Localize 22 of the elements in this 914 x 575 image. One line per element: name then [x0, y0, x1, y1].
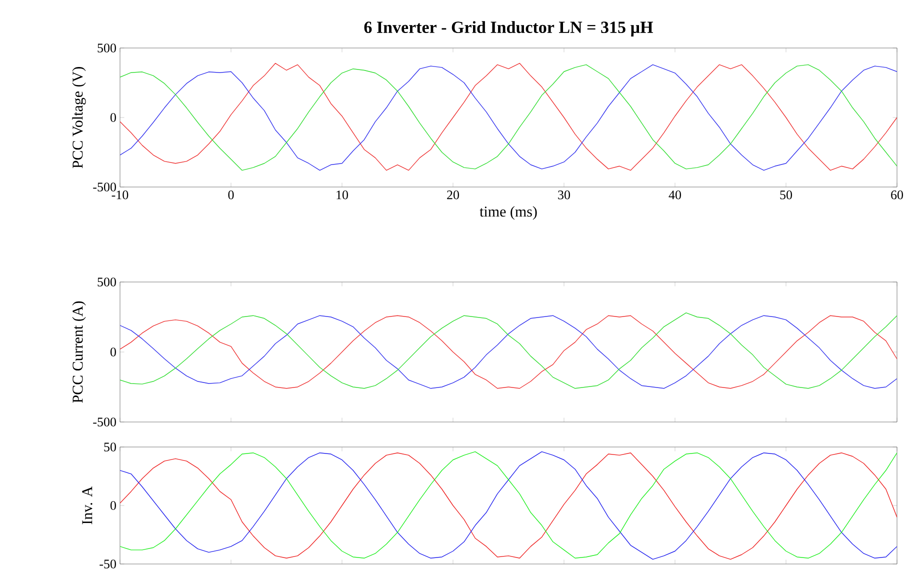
x-tick-label: 30 [558, 190, 570, 200]
y-axis-title: PCC Voltage (V) [72, 67, 86, 168]
y-tick-label: 0 [110, 501, 116, 510]
y-tick-label: 500 [98, 44, 116, 52]
x-tick-label: 0 [228, 190, 234, 200]
y-tick-label: 50 [104, 442, 116, 452]
x-tick-label: 60 [891, 190, 904, 200]
x-tick-label: 40 [668, 190, 681, 200]
y-axis-title: PCC Current (A) [72, 301, 86, 403]
y-tick-label: 500 [98, 278, 116, 286]
x-tick-label: 10 [336, 190, 348, 200]
y-tick-label: 0 [110, 348, 116, 356]
x-tick-label: -10 [112, 190, 128, 200]
chart-title: 6 Inverter - Grid Inductor LN = 315 µH [364, 21, 653, 36]
y-tick-label: -500 [93, 182, 116, 192]
y-tick-label: -50 [100, 560, 116, 568]
x-axis-title: time (ms) [480, 206, 537, 220]
y-tick-label: 0 [110, 113, 116, 122]
x-tick-label: 50 [780, 190, 792, 200]
y-axis-title: Inv. A [82, 486, 92, 524]
x-tick-label: 20 [447, 190, 459, 200]
y-tick-label: -500 [93, 418, 116, 426]
